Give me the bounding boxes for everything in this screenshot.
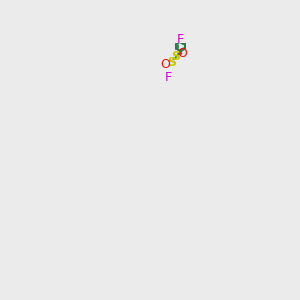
Text: O: O: [160, 58, 170, 71]
Text: O: O: [177, 47, 187, 60]
Text: F: F: [177, 33, 184, 46]
Text: S: S: [171, 50, 180, 64]
Text: F: F: [165, 71, 172, 84]
Text: S: S: [167, 56, 176, 69]
